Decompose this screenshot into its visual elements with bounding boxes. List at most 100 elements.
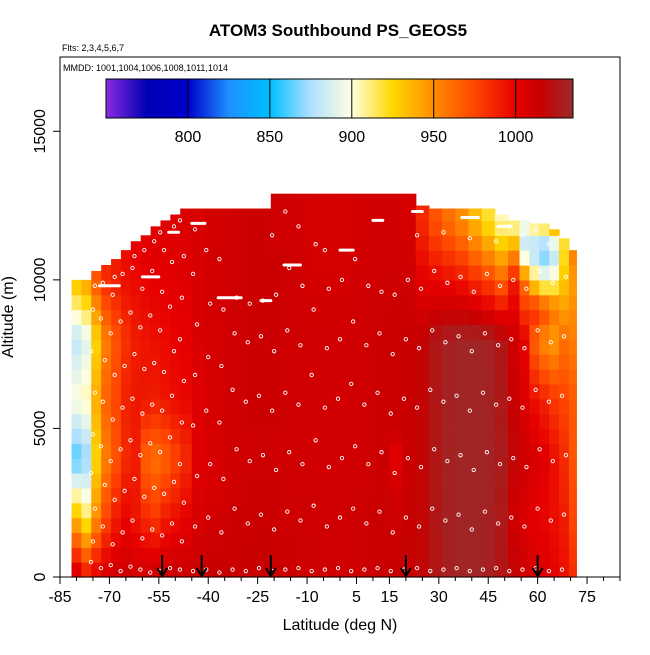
heatmap-cell	[284, 487, 298, 504]
flight-track-point	[524, 464, 529, 470]
heatmap-cell	[559, 562, 570, 578]
flight-track-point	[92, 506, 98, 511]
heatmap-cell	[310, 562, 325, 578]
heatmap-cell	[376, 324, 391, 340]
flight-track-point	[493, 402, 499, 407]
heatmap-cell	[231, 324, 246, 340]
heatmap-cell	[191, 383, 206, 400]
flight-track-point	[88, 470, 94, 476]
heatmap-cell	[539, 502, 550, 519]
heatmap-cell	[284, 547, 298, 563]
flight-track-point	[311, 307, 316, 312]
flight-track-point	[469, 527, 474, 532]
heatmap-cell	[204, 413, 219, 430]
heatmap-cell	[130, 547, 142, 563]
flight-track-point	[273, 292, 279, 297]
heatmap-cell	[415, 339, 430, 355]
flight-track-point	[379, 450, 384, 455]
flight-track-point	[167, 565, 173, 571]
heatmap-cell	[481, 250, 496, 266]
flight-track-point	[269, 408, 275, 413]
heatmap-cell	[231, 458, 246, 474]
flight-track-point	[148, 441, 153, 446]
flight-track-point	[92, 283, 98, 288]
heatmap-cell	[270, 517, 285, 534]
heatmap-cell	[468, 309, 483, 326]
heatmap-column	[363, 193, 377, 578]
heatmap-cell	[442, 208, 456, 222]
heatmap-cell	[180, 369, 193, 385]
flight-track-point	[112, 372, 117, 378]
heatmap-column	[231, 208, 246, 578]
flight-track-point	[522, 346, 527, 351]
heatmap-cell	[349, 473, 364, 489]
heatmap-cell	[323, 369, 338, 385]
heatmap-cell	[336, 473, 351, 489]
heatmap-cell	[297, 502, 311, 519]
heatmap-cell	[130, 339, 142, 355]
chart-title: ATOM3 Southbound PS_GEOS5	[209, 21, 467, 40]
heatmap-cell	[428, 532, 443, 548]
heatmap-cell	[481, 517, 496, 534]
heatmap-cell	[270, 443, 285, 459]
heatmap-cell	[529, 428, 540, 444]
flight-track-point	[324, 524, 329, 529]
heatmap-cell	[218, 324, 232, 340]
heatmap-cell	[140, 458, 152, 474]
heatmap-cell	[402, 193, 417, 207]
heatmap-column	[310, 193, 325, 578]
heatmap-cell	[204, 369, 219, 385]
heatmap-cell	[284, 502, 298, 519]
heatmap-cell	[519, 532, 531, 548]
flight-track-point	[102, 482, 107, 488]
heatmap-cell	[336, 428, 351, 444]
heatmap-cell	[170, 250, 181, 266]
flight-track-point	[546, 399, 551, 404]
heatmap-cell	[180, 532, 193, 548]
heatmap-cell	[415, 562, 430, 578]
heatmap-cell	[180, 398, 193, 415]
heatmap-column	[549, 229, 560, 578]
heatmap-cell	[349, 205, 364, 222]
arrow-head	[195, 567, 208, 578]
heatmap-cell	[402, 547, 417, 563]
heatmap-cell	[428, 443, 443, 459]
heatmap-cell	[150, 443, 162, 459]
flight-track-point	[90, 539, 96, 544]
heatmap-cell	[468, 250, 483, 266]
heatmap-cell	[494, 339, 509, 355]
heatmap-cell	[270, 532, 285, 548]
flight-track-point	[311, 503, 316, 508]
heatmap-cell	[455, 354, 470, 370]
heatmap-cell	[349, 324, 364, 340]
heatmap-cell	[170, 562, 181, 578]
heatmap-cell	[120, 473, 132, 489]
heatmap-cell	[170, 487, 181, 504]
heatmap-cell	[257, 324, 272, 340]
heatmap-cell	[170, 339, 181, 355]
heatmap-cell	[231, 369, 246, 385]
heatmap-cell	[150, 324, 162, 340]
heatmap-cell	[323, 250, 338, 266]
heatmap-cell	[130, 428, 142, 444]
flight-track-point	[194, 473, 200, 479]
flight-track-point	[430, 328, 435, 333]
x-tick-label: -25	[246, 589, 269, 606]
heatmap-cell	[455, 279, 470, 296]
heatmap-cell	[111, 502, 122, 519]
flight-track-point	[234, 447, 239, 452]
heatmap-cell	[257, 220, 272, 236]
heatmap-cell	[415, 309, 430, 326]
heatmap-cell	[389, 458, 404, 474]
heatmap-cell	[519, 339, 531, 355]
heatmap-cell	[101, 428, 112, 444]
heatmap-cell	[376, 428, 391, 444]
flight-track-point	[480, 390, 486, 395]
heatmap-cell	[349, 369, 364, 385]
flight-track-point	[390, 530, 395, 535]
heatmap-cell	[81, 279, 92, 296]
heatmap-cell	[71, 339, 83, 355]
flight-track-point	[458, 453, 463, 458]
heatmap-cell	[559, 279, 570, 296]
heatmap-cell	[297, 413, 311, 430]
